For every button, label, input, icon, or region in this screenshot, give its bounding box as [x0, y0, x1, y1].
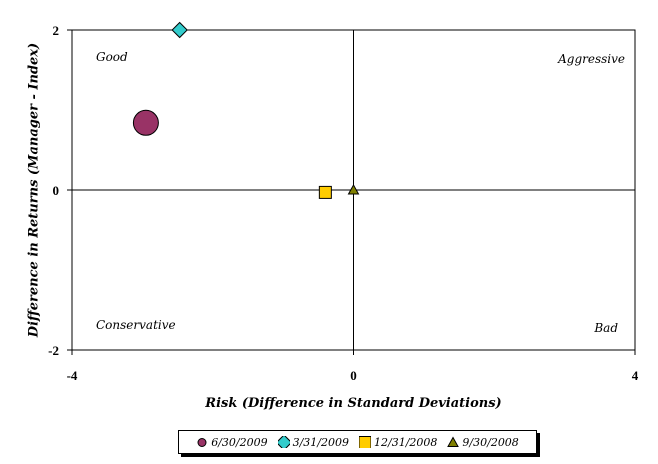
legend-marker-diamond: [277, 436, 290, 448]
y-axis-title: Difference in Returns (Manager - Index): [27, 43, 42, 338]
legend-item: 12/31/2008: [359, 436, 437, 449]
legend-swatch: [359, 436, 371, 448]
data-point-12-31-2008: [318, 185, 332, 199]
legend-marker-circle: [197, 438, 207, 447]
y-tick-label: -2: [48, 343, 59, 358]
quadrant-label-good: Good: [96, 50, 128, 64]
y-tick-label: 0: [53, 183, 60, 198]
quadrant-label-bad: Bad: [593, 321, 618, 335]
legend-swatch: [447, 436, 460, 447]
x-axis-title: Risk (Difference in Standard Deviations): [204, 396, 501, 411]
data-point-6-30-2009: [132, 109, 159, 136]
data-point-3-31-2009: [171, 21, 188, 39]
legend-marker-triangle: [447, 436, 460, 447]
x-tick-label: -4: [67, 368, 78, 383]
y-tick-label: 2: [53, 23, 60, 38]
legend-marker-square: [359, 436, 371, 448]
legend-label: 6/30/2009: [211, 435, 268, 449]
legend-swatch: [197, 438, 207, 447]
x-tick-label: 4: [632, 368, 639, 383]
legend-label: 9/30/2008: [462, 435, 519, 449]
legend-swatch: [277, 436, 290, 448]
legend-item: 9/30/2008: [447, 435, 519, 449]
x-tick-label: 0: [350, 368, 357, 383]
data-point-9-30-2008: [347, 183, 360, 195]
legend: 6/30/2009 3/31/2009 12/31/2008 9/30/2008: [178, 430, 537, 454]
legend-item: 3/31/2009: [277, 435, 349, 449]
quadrant-label-aggressive: Aggressive: [557, 52, 625, 66]
legend-item: 6/30/2009: [196, 435, 268, 449]
legend-label: 12/31/2008: [374, 435, 438, 449]
legend-label: 3/31/2009: [292, 435, 349, 449]
quadrant-label-conservative: Conservative: [96, 318, 176, 332]
